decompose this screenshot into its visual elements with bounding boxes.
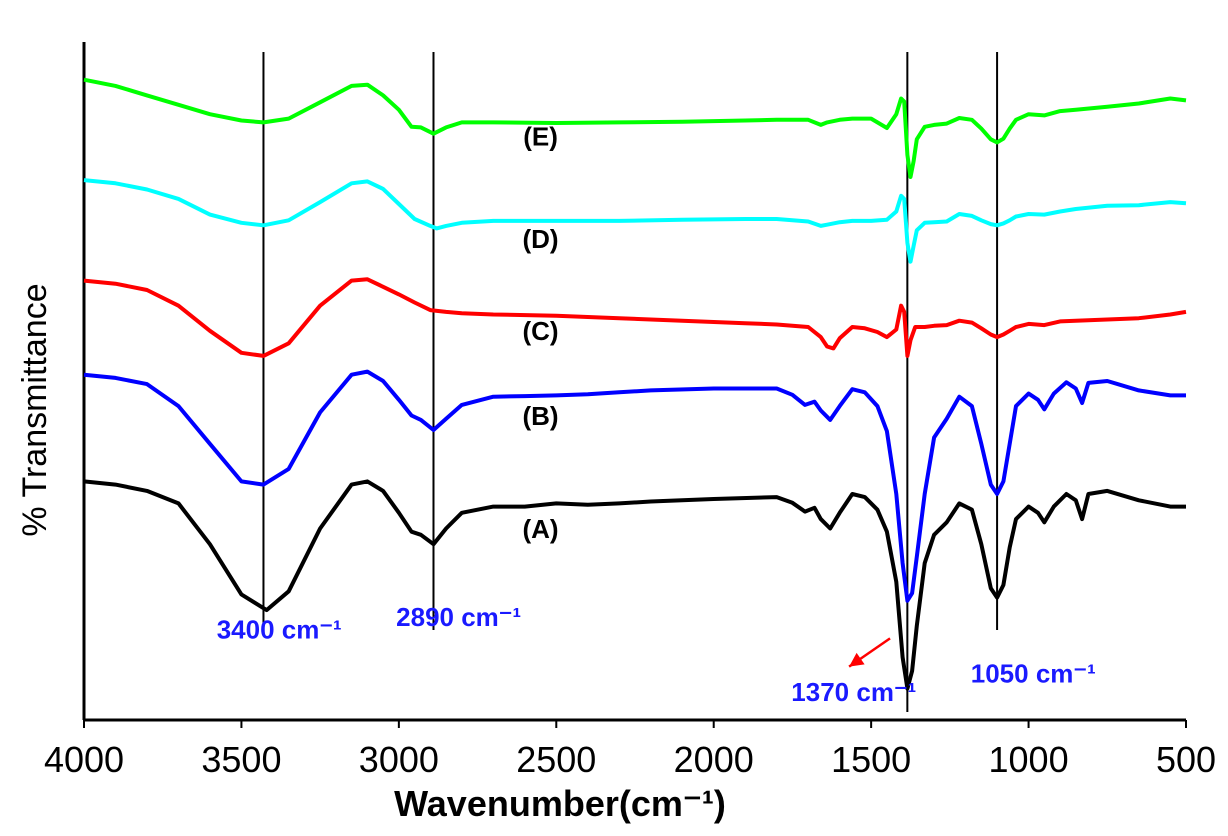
annotation-arrow — [848, 637, 891, 668]
x-tick-label: 500 — [1156, 739, 1216, 780]
x-tick-label: 1000 — [989, 739, 1069, 780]
series-label: (C) — [522, 316, 558, 346]
x-axis-ticks: 4000 3500 3000 2500 2000 1500 1000 500 — [44, 720, 1216, 780]
series-label: (D) — [522, 224, 558, 254]
peak-marker-lines — [262, 52, 999, 712]
peak-annotation: 3400 cm⁻¹ — [217, 614, 342, 644]
y-axis-title: % Transmittance — [16, 283, 54, 536]
series-line-c — [83, 277, 1187, 358]
x-tick-label: 3500 — [201, 739, 281, 780]
series-label: (E) — [523, 122, 558, 152]
x-tick-label: 4000 — [44, 739, 124, 780]
x-tick-label: 2000 — [674, 739, 754, 780]
series-label: (A) — [522, 514, 558, 544]
x-axis-title: Wavenumber(cm⁻¹) — [394, 783, 726, 824]
series-lines — [83, 77, 1187, 691]
series-line-a — [83, 479, 1186, 691]
x-tick-label: 3000 — [359, 739, 439, 780]
series-label: (B) — [522, 401, 558, 431]
series-line-b — [83, 369, 1186, 603]
series-line-d — [83, 178, 1187, 264]
peak-annotation: 2890 cm⁻¹ — [396, 602, 521, 632]
series-labels: (A) (B) (C) (D) (E) — [522, 122, 558, 544]
plot-area: 4000 3500 3000 2500 2000 1500 1000 500 (A) (B) (C… — [44, 42, 1216, 780]
peak-annotation: 1050 cm⁻¹ — [971, 658, 1096, 688]
x-tick-label: 2500 — [516, 739, 596, 780]
series-line-e — [83, 77, 1187, 179]
peak-annotation: 1370 cm⁻¹ — [791, 677, 916, 707]
x-tick-label: 1500 — [831, 739, 911, 780]
peak-annotations: 3400 cm⁻¹ 2890 cm⁻¹ 1370 cm⁻¹ 1050 cm⁻¹ — [217, 602, 1096, 707]
arrow-head — [849, 652, 865, 667]
